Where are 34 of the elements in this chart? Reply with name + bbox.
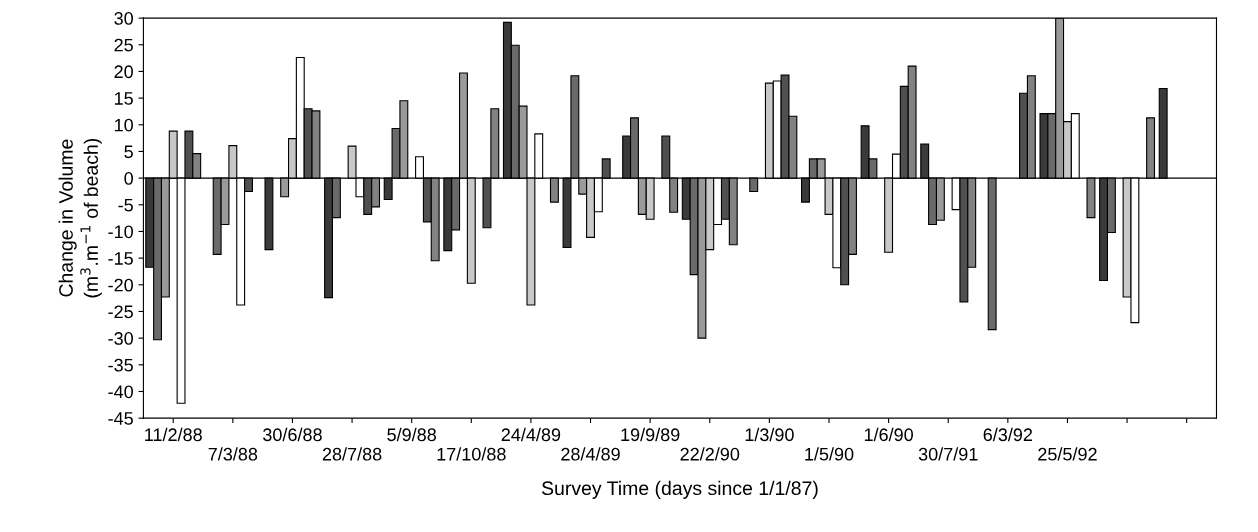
x-tick-label: 30/6/88 [263,427,322,442]
x-tick-label: 1/3/90 [745,427,794,442]
y-tick-label: -5 [118,198,133,212]
y-tick-label: 20 [114,65,133,79]
x-tick-label: 22/2/90 [680,447,740,461]
x-tick-label: 25/5/92 [1038,447,1097,461]
x-tick-label: 17/10/88 [437,447,506,461]
x-tick-label: 19/9/89 [621,427,680,442]
y-tick-label: -15 [108,252,133,265]
x-tick-label: 28/7/88 [322,447,382,461]
x-axis-title: Survey Time (days since 1/1/87) [541,480,818,499]
y-tick-label: -35 [108,358,133,372]
y-tick-label: -10 [108,225,133,239]
y-tick-label: -20 [108,278,133,292]
y-tick-label: 0 [124,172,133,185]
y-tick-label: -45 [108,412,133,425]
y-tick-label: 30 [114,12,133,25]
y-tick-label: -40 [108,385,133,399]
y-tick-label: -25 [108,305,133,319]
x-tick-label: 11/2/88 [145,427,202,442]
y-tick-label: 25 [114,38,133,52]
y-tick-label: -30 [108,332,133,345]
x-tick-label: 28/4/89 [561,447,620,461]
x-tick-label: 1/5/90 [805,447,854,461]
x-tick-label: 30/7/91 [918,447,978,461]
x-tick-label: 7/3/88 [208,447,258,461]
y-tick-label: 5 [124,145,133,159]
x-tick-label: 1/6/90 [864,427,913,442]
y-tick-label: 15 [114,92,133,105]
y-tick-label: 10 [114,118,133,132]
y-axis-title: Change in Volume (m$^{3}$.m$^{−1}$ of beach) [58,138,102,298]
x-tick-label: 5/9/88 [387,427,436,442]
x-tick-label: 6/3/92 [983,427,1033,442]
x-tick-label: 24/4/89 [501,427,561,442]
